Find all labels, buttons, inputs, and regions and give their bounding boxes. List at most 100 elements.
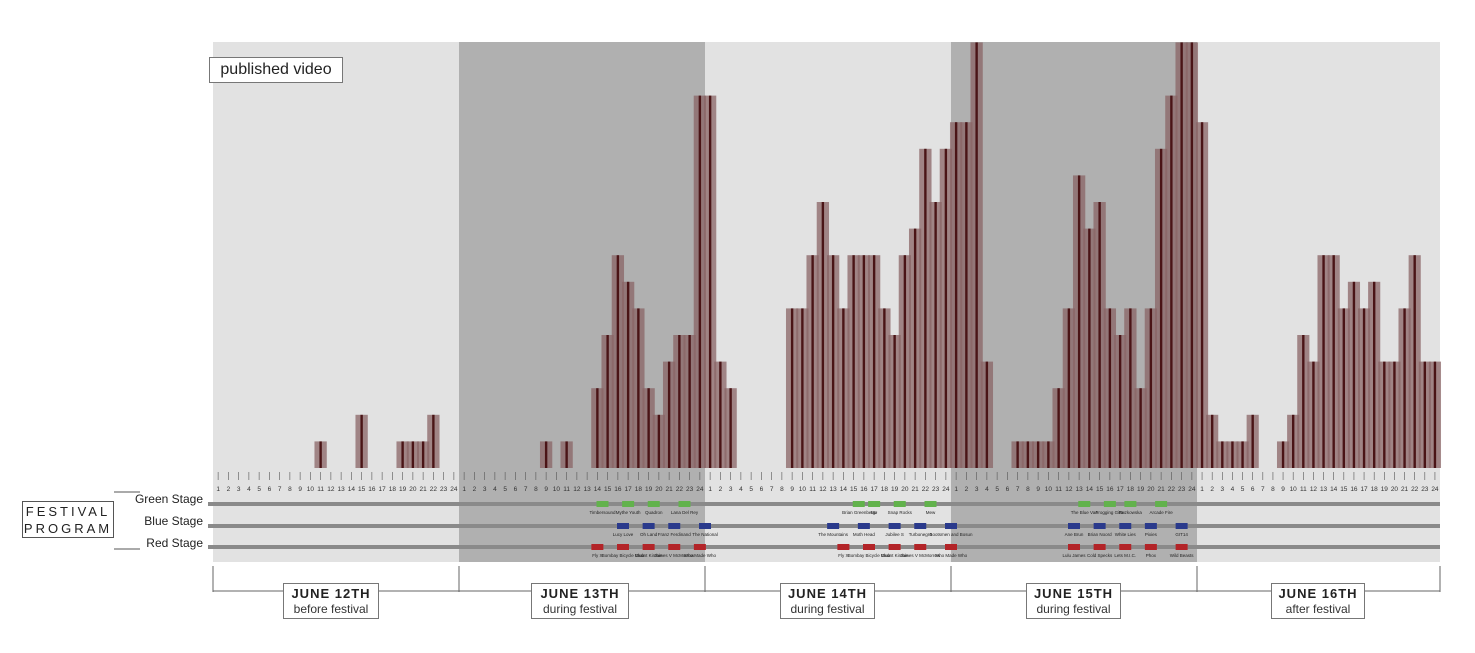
stage-event-marker — [888, 544, 901, 550]
hour-tick-label: 9 — [1036, 486, 1040, 493]
hour-tick-label: 18 — [1127, 486, 1135, 493]
stage-event-marker — [914, 523, 927, 529]
data-bar — [1342, 308, 1346, 468]
hour-tick-label: 8 — [288, 486, 292, 493]
hour-tick-label: 18 — [1371, 486, 1379, 493]
stage-event-marker — [852, 501, 865, 507]
day-label-june-13: JUNE 13TH during festival — [531, 583, 629, 619]
hour-tick-label: 16 — [1106, 486, 1114, 493]
hour-tick-label: 11 — [563, 486, 570, 493]
data-bar — [1077, 175, 1081, 468]
hour-tick-label: 11 — [1055, 486, 1062, 493]
hour-tick-label: 8 — [1271, 486, 1275, 493]
hour-tick-label: 13 — [1076, 486, 1084, 493]
hour-tick-label: 14 — [1330, 486, 1338, 493]
data-bar — [1241, 441, 1244, 468]
stage-event-label: Snap Rocks — [888, 510, 913, 515]
festival-program-box: FESTIVAL PROGRAM — [22, 501, 114, 538]
data-bar — [1362, 308, 1366, 468]
data-bar — [565, 441, 568, 468]
hour-tick-label: 1 — [954, 486, 958, 493]
data-bar — [954, 122, 958, 468]
data-bar — [360, 414, 363, 468]
hour-tick-label: 3 — [1221, 486, 1225, 493]
hour-tick-label: 15 — [604, 486, 612, 493]
hour-tick-label: 8 — [780, 486, 784, 493]
hour-tick-label: 12 — [819, 486, 827, 493]
stage-event-label: Mount Kimbie — [635, 553, 663, 558]
stage-event-marker — [678, 501, 691, 507]
day-subtitle: after festival — [1285, 602, 1351, 616]
data-bar — [1159, 148, 1163, 469]
data-bar — [1302, 335, 1305, 468]
hour-tick-label: 23 — [1178, 486, 1186, 493]
hour-tick-label: 3 — [237, 486, 241, 493]
day-label-june-14: JUNE 14TH during festival — [780, 583, 875, 619]
stage-line — [208, 545, 1440, 549]
data-bar — [903, 255, 907, 468]
hour-tick-label: 15 — [1096, 486, 1104, 493]
day-background — [213, 42, 459, 562]
hour-tick-label: 8 — [534, 486, 538, 493]
stage-event-marker — [693, 544, 706, 550]
stage-event-marker — [1144, 523, 1157, 529]
stage-event-label: Mew — [926, 510, 936, 515]
day-label-june-16: JUNE 16TH after festival — [1271, 583, 1365, 619]
hour-tick-label: 12 — [573, 486, 581, 493]
data-bar — [544, 441, 548, 468]
stage-event-label: Fly X — [592, 553, 602, 558]
data-bar — [1352, 281, 1356, 468]
hour-tick-label: 23 — [932, 486, 940, 493]
data-bar — [1036, 441, 1040, 468]
stage-event-marker — [893, 501, 906, 507]
data-bar — [1210, 414, 1214, 468]
stage-event-label: Frogging Gitte — [1096, 510, 1125, 515]
stage-event-label: Franz Ferdinand — [658, 532, 692, 537]
hour-tick-label: 24 — [942, 486, 950, 493]
hour-tick-label: 18 — [635, 486, 643, 493]
data-bar — [698, 95, 702, 468]
data-bar — [821, 202, 825, 468]
data-bar — [1231, 441, 1234, 468]
data-bar — [1312, 361, 1315, 468]
stage-event-marker — [868, 501, 881, 507]
data-bar — [1251, 414, 1254, 468]
data-bar — [1047, 441, 1050, 468]
stage-event-label: Turbonegro — [909, 532, 933, 537]
hour-tick-label: 1 — [1200, 486, 1204, 493]
hour-tick-label: 24 — [696, 486, 704, 493]
stage-event-label: Fly X — [838, 553, 848, 558]
hour-tick-label: 23 — [1421, 486, 1429, 493]
hour-tick-label: 17 — [625, 486, 633, 493]
hour-tick-label: 21 — [1158, 486, 1166, 493]
stage-event-label: Bombay Bicycle Club — [848, 553, 891, 558]
stage-event-marker — [914, 544, 927, 550]
hour-tick-label: 22 — [1411, 486, 1419, 493]
hour-tick-label: 20 — [1391, 486, 1399, 493]
hour-tick-label: 2 — [1210, 486, 1214, 493]
data-bar — [1129, 308, 1132, 468]
data-bar — [616, 255, 620, 468]
hour-tick-label: 18 — [881, 486, 889, 493]
data-bar — [1423, 361, 1427, 468]
stage-event-label: Ruzkowska — [1119, 510, 1143, 515]
data-bar — [801, 308, 804, 468]
hour-tick-label: 3 — [975, 486, 979, 493]
stage-event-marker — [1155, 501, 1168, 507]
hour-tick-label: 23 — [686, 486, 694, 493]
hour-tick-label: 2 — [719, 486, 723, 493]
data-bar — [1372, 281, 1376, 468]
data-bar — [1088, 228, 1091, 468]
stage-event-marker — [1119, 544, 1132, 550]
hour-tick-label: 5 — [257, 486, 261, 493]
data-bar — [667, 361, 671, 468]
hour-tick-label: 14 — [840, 486, 848, 493]
data-bar — [637, 308, 640, 468]
hour-tick-label: 14 — [1086, 486, 1094, 493]
stage-event-marker — [1124, 501, 1137, 507]
data-bar — [678, 335, 681, 468]
stage-event-marker — [945, 544, 957, 550]
hour-tick-label: 2 — [473, 486, 477, 493]
stage-event-label: Ane Brun — [1065, 532, 1084, 537]
